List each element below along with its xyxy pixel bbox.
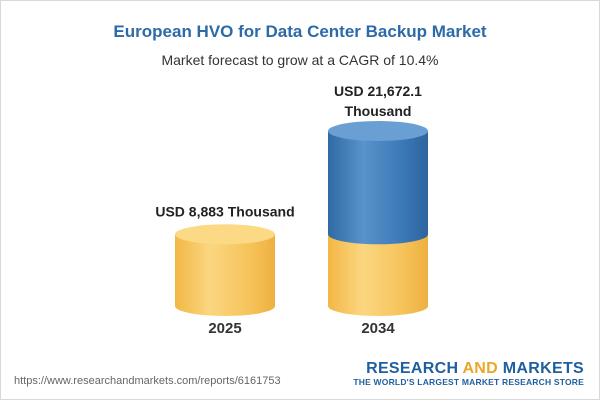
brand-word-and: AND	[462, 360, 499, 377]
value-label-2025: USD 8,883 Thousand	[155, 203, 294, 219]
source-url[interactable]: https://www.researchandmarkets.com/repor…	[14, 375, 281, 387]
bar-segment-base	[175, 224, 275, 316]
bar-2034	[328, 121, 428, 316]
value-label-2034: USD 21,672.1 Thousand	[334, 83, 422, 119]
brand-tagline: THE WORLD'S LARGEST MARKET RESEARCH STOR…	[353, 377, 584, 387]
brand-name: RESEARCH AND MARKETS	[353, 360, 584, 377]
brand-logo: RESEARCH AND MARKETS THE WORLD'S LARGEST…	[353, 360, 584, 387]
category-label-2034: 2034	[361, 320, 395, 337]
chart-title: European HVO for Data Center Backup Mark…	[113, 22, 487, 41]
bar-segment-growth	[328, 121, 428, 245]
brand-word-markets: MARKETS	[498, 360, 584, 377]
bar-2025	[175, 224, 275, 316]
chart-subtitle: Market forecast to grow at a CAGR of 10.…	[161, 52, 439, 68]
category-label-2025: 2025	[208, 320, 241, 337]
brand-word-research: RESEARCH	[366, 360, 463, 377]
